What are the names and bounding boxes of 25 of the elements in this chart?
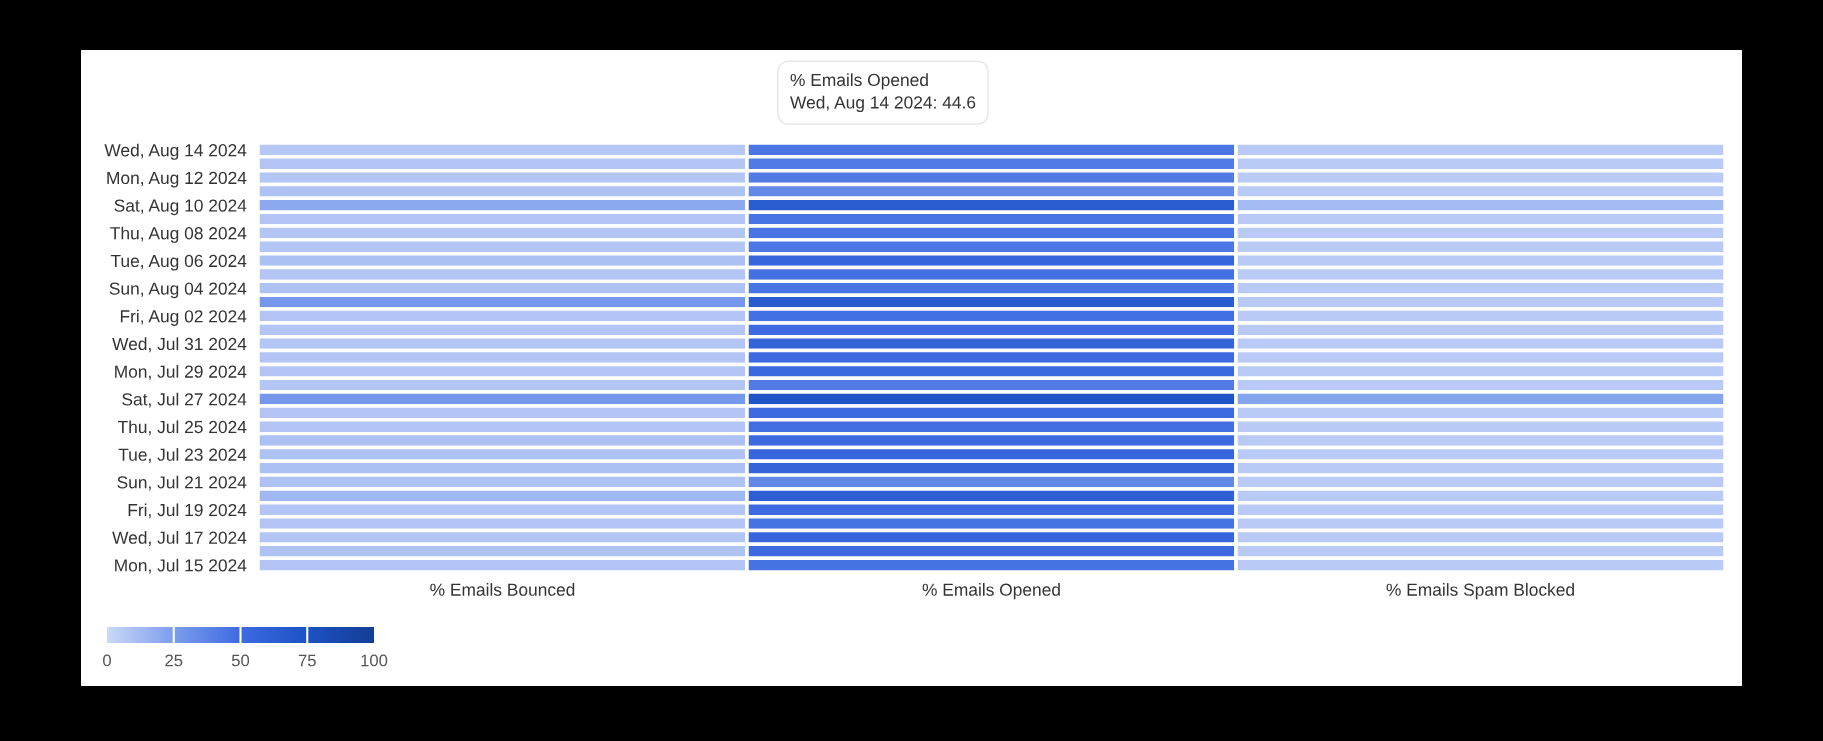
x-tick-label: % Emails Opened (922, 583, 1060, 600)
y-tick-label: Wed, Jul 31 2024 (112, 337, 247, 353)
y-tick-label: Mon, Aug 12 2024 (107, 171, 247, 188)
y-tick-label: Mon, Jul 29 2024 (115, 365, 247, 380)
color-bar-label: 25 (165, 654, 183, 667)
y-tick-label: Mon, Jul 15 2024 (115, 558, 247, 574)
y-tick-label: Sun, Jul 21 2024 (117, 475, 247, 491)
y-tick-label: Sun, Aug 04 2024 (109, 282, 247, 299)
y-tick-label: Thu, Aug 08 2024 (110, 226, 247, 243)
y-tick-label: Fri, Aug 02 2024 (120, 309, 247, 326)
y-tick-label: Fri, Jul 19 2024 (128, 503, 247, 519)
x-tick-label: % Emails Spam Blocked (1386, 583, 1574, 600)
y-tick-label: Thu, Jul 25 2024 (117, 420, 247, 436)
y-tick-label: Wed, Jul 17 2024 (112, 531, 247, 546)
x-tick-label: % Emails Bounced (430, 583, 575, 596)
y-tick-label: Tue, Aug 06 2024 (110, 254, 247, 271)
y-tick-label: Wed, Aug 14 2024 (104, 143, 247, 160)
text: % Emails Opened Wed, Aug 14 2024: 44.6 (790, 73, 976, 112)
y-tick-label: Sat, Jul 27 2024 (122, 392, 247, 408)
color-bar-label: 100 (361, 654, 388, 667)
y-tick-label: Sat, Aug 10 2024 (114, 199, 247, 216)
color-bar-label: 75 (298, 654, 316, 667)
y-tick-label: Tue, Jul 23 2024 (118, 448, 247, 463)
color-bar-label: 50 (231, 654, 250, 667)
color-bar-label: 0 (103, 654, 111, 667)
